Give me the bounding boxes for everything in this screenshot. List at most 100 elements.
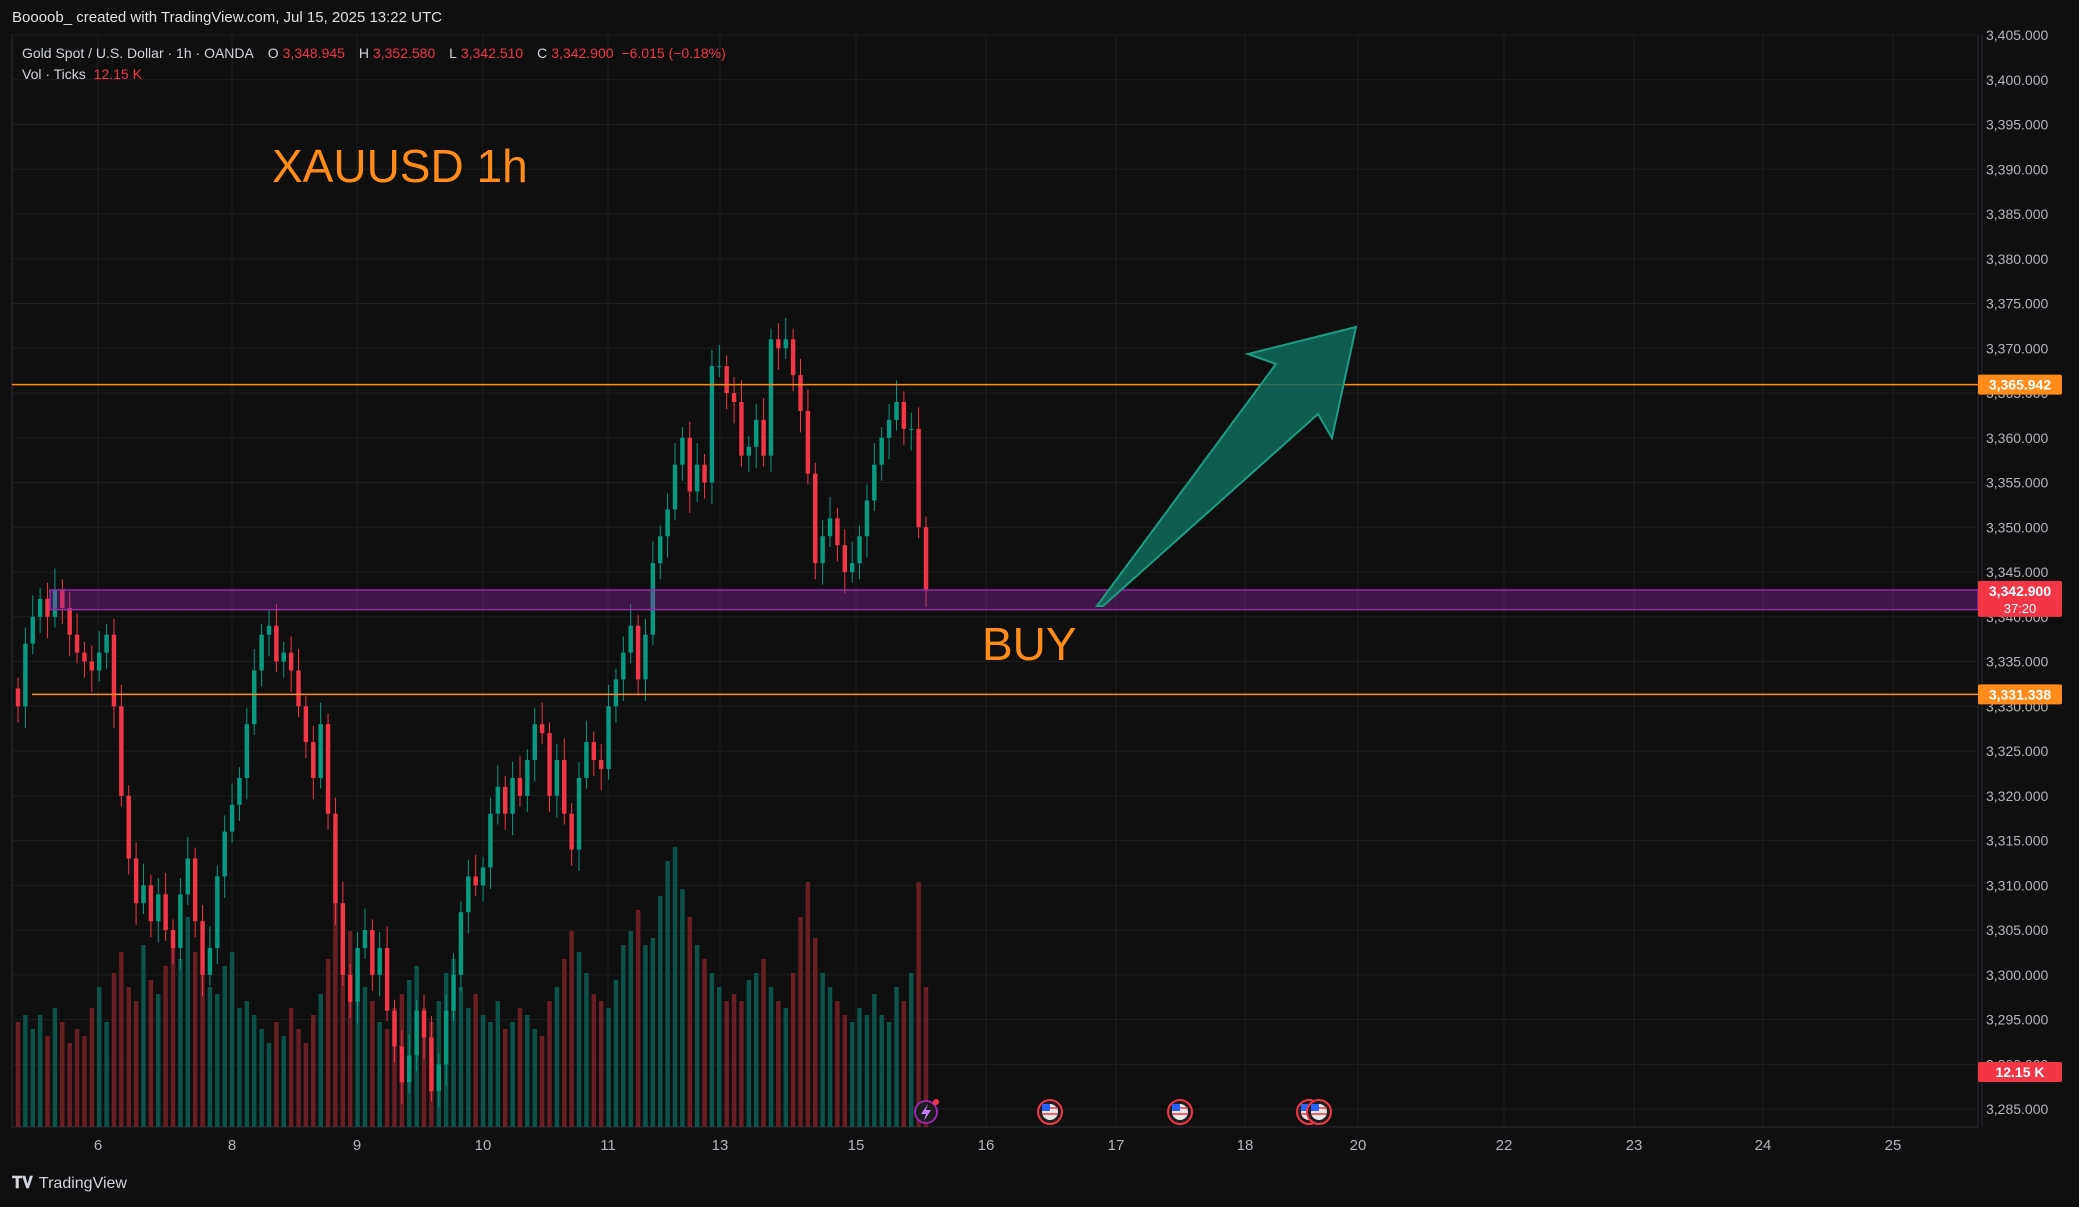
candle-body xyxy=(694,464,700,492)
volume-bar xyxy=(362,987,368,1127)
volume-bar xyxy=(377,1022,382,1127)
arrow-shape[interactable] xyxy=(1095,325,1358,607)
price-tick-label: 3,295.000 xyxy=(1986,1012,2048,1028)
candle-body xyxy=(739,401,744,456)
volume-bar xyxy=(525,1015,530,1127)
author-line: Boooob_ created with TradingView.com, Ju… xyxy=(12,9,442,26)
time-tick-label: 23 xyxy=(1626,1137,1643,1154)
volume-bar xyxy=(584,973,589,1127)
volume-bar xyxy=(835,1001,840,1127)
time-axis[interactable]: 6 8 9 10 11 13 15 16 17 18 20 22 23 24 25 xyxy=(94,1137,1902,1154)
volume-bar xyxy=(820,973,825,1127)
volume-bar xyxy=(303,1043,309,1127)
candle-body xyxy=(805,410,811,474)
candle-body xyxy=(886,419,892,438)
volume-bar xyxy=(185,917,191,1127)
buy-annotation[interactable]: BUY xyxy=(982,618,1077,670)
price-tick-label: 3,300.000 xyxy=(1986,967,2048,983)
us-flag-event-icon[interactable] xyxy=(1306,1099,1332,1125)
price-tick-label: 3,375.000 xyxy=(1986,296,2048,312)
candle-body xyxy=(532,724,537,761)
volume-bar xyxy=(672,847,678,1127)
candle-body xyxy=(606,706,611,769)
us-flag-event-icon[interactable] xyxy=(1167,1099,1193,1125)
price-tick-label: 3,400.000 xyxy=(1986,72,2048,88)
volume-bar xyxy=(229,952,235,1127)
volume-bar xyxy=(613,980,619,1127)
candle-body xyxy=(672,464,678,510)
volume-bar xyxy=(30,1029,35,1127)
symbol-legend: Gold Spot / U.S. Dollar · 1h · OANDA O 3,… xyxy=(22,45,730,61)
volume-bar xyxy=(222,966,227,1127)
candle-body xyxy=(163,894,168,931)
candle-body xyxy=(598,760,604,769)
volume-bar xyxy=(680,889,685,1127)
candle-body xyxy=(119,706,124,796)
candle-body xyxy=(813,473,818,564)
candle-body xyxy=(665,509,670,537)
candle-body xyxy=(325,724,331,814)
high-value: 3,352.580 xyxy=(372,45,436,61)
symbol-name[interactable]: Gold Spot / U.S. Dollar · 1h · OANDA xyxy=(22,45,254,61)
volume-bar xyxy=(813,938,818,1127)
support-zone[interactable] xyxy=(49,589,1979,611)
volume-bar xyxy=(104,1022,109,1127)
candle-body xyxy=(156,894,161,922)
volume-bar xyxy=(111,973,117,1127)
price-tick-label: 3,350.000 xyxy=(1986,519,2048,535)
candle-body xyxy=(96,652,102,671)
time-tick-label: 8 xyxy=(228,1137,236,1154)
volume-bar xyxy=(473,994,478,1127)
candle-body xyxy=(894,401,899,420)
flash-event-icon[interactable] xyxy=(914,1099,939,1124)
volume-bar xyxy=(281,1036,286,1127)
candle-body xyxy=(864,500,870,537)
volume-label[interactable]: Vol · Ticks xyxy=(22,66,86,82)
candle-body xyxy=(178,894,183,948)
price-tick-label: 3,355.000 xyxy=(1986,475,2048,491)
time-tick-label: 11 xyxy=(600,1137,616,1154)
candle-body xyxy=(30,616,35,644)
chart-title-annotation[interactable]: XAUUSD 1h xyxy=(272,140,528,192)
candle-body xyxy=(384,947,390,1011)
price-tick-label: 3,360.000 xyxy=(1986,430,2048,446)
bullish-arrow-drawing[interactable] xyxy=(1095,325,1358,607)
volume-legend: Vol · Ticks 12.15 K xyxy=(22,66,146,82)
volume-bar xyxy=(894,987,899,1127)
volume-bar xyxy=(384,1029,390,1127)
volume-bar xyxy=(274,1022,279,1127)
candle-body xyxy=(635,625,641,680)
candle-body xyxy=(215,876,220,948)
volume-bar xyxy=(163,966,168,1127)
volume-bar xyxy=(488,1022,493,1127)
event-icons[interactable] xyxy=(914,1099,1332,1125)
volume-bar xyxy=(598,1001,604,1127)
candle-body xyxy=(266,625,272,635)
candle-body xyxy=(458,912,464,975)
price-axis[interactable]: 3,285.0003,290.0003,295.0003,300.0003,30… xyxy=(1981,27,2048,1127)
candle-body xyxy=(281,652,286,662)
volume-bar xyxy=(126,987,131,1127)
candle-body xyxy=(451,974,456,1011)
time-tick-label: 25 xyxy=(1885,1137,1902,1154)
time-tick-label: 10 xyxy=(475,1137,492,1154)
price-tick-label: 3,325.000 xyxy=(1986,743,2048,759)
volume-bar xyxy=(739,1001,744,1127)
tradingview-brand[interactable]: 𝐓𝐕 TradingView xyxy=(12,1175,127,1193)
candle-body xyxy=(89,661,95,671)
candle-body xyxy=(724,366,729,394)
tradingview-logo-icon: 𝐓𝐕 xyxy=(12,1175,33,1192)
volume-bar xyxy=(252,1015,257,1127)
us-flag-event-icon[interactable] xyxy=(1037,1099,1063,1125)
price-tick-label: 3,385.000 xyxy=(1986,206,2048,222)
low-value: 3,342.510 xyxy=(460,45,524,61)
candle-body xyxy=(303,706,309,743)
candle-body xyxy=(429,1037,434,1092)
volume-bar xyxy=(178,959,183,1127)
candle-body xyxy=(495,786,501,814)
candle-body xyxy=(355,947,360,1002)
volume-bar xyxy=(576,952,582,1127)
open-label: O xyxy=(267,45,279,61)
close-value: 3,342.900 xyxy=(551,45,614,61)
